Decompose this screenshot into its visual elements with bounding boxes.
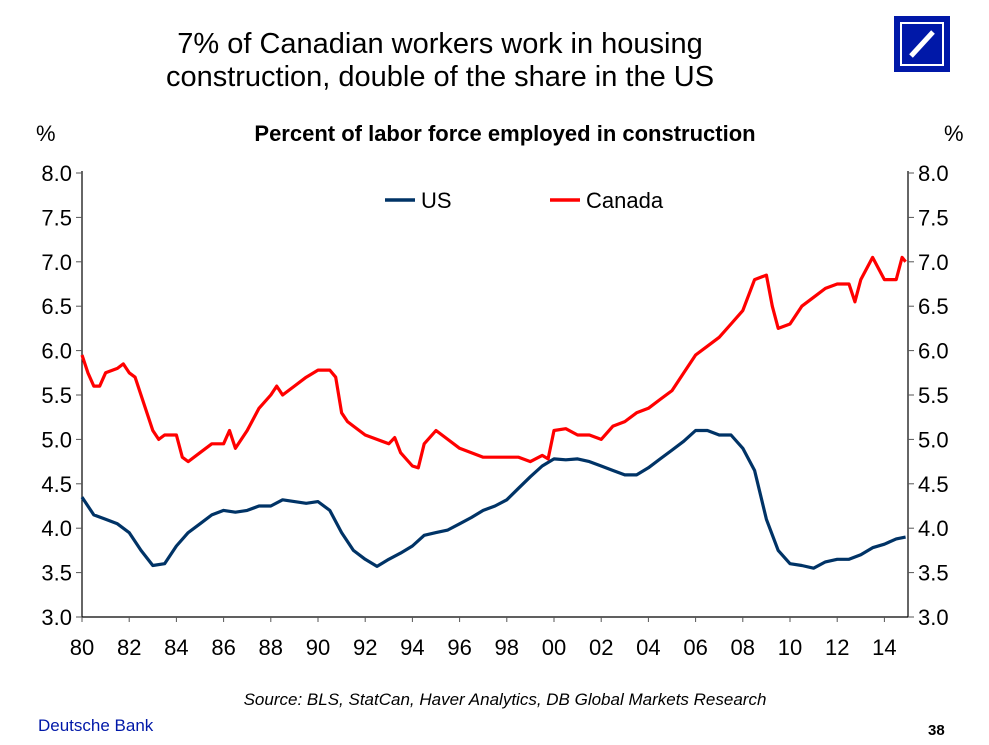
y-tick-label-right: 3.5 xyxy=(918,561,949,586)
y-tick-label-left: 4.5 xyxy=(41,472,72,497)
x-tick-label: 08 xyxy=(731,635,755,660)
x-tick-label: 82 xyxy=(117,635,141,660)
brand-name: Deutsche Bank xyxy=(38,716,154,735)
y-tick-label-left: 8.0 xyxy=(41,161,72,186)
x-tick-label: 94 xyxy=(400,635,424,660)
deutsche-bank-logo-icon xyxy=(894,16,950,72)
y-tick-label-right: 7.5 xyxy=(918,205,949,230)
x-tick-label: 80 xyxy=(70,635,94,660)
x-tick-label: 12 xyxy=(825,635,849,660)
y-tick-label-left: 5.0 xyxy=(41,427,72,452)
y-axis-label-right: % xyxy=(944,121,964,146)
series-line-canada xyxy=(80,255,907,470)
x-tick-label: 10 xyxy=(778,635,802,660)
legend-label-canada: Canada xyxy=(586,188,664,213)
y-tick-label-right: 4.5 xyxy=(918,472,949,497)
legend-label-us: US xyxy=(421,188,452,213)
x-tick-label: 04 xyxy=(636,635,660,660)
y-tick-label-left: 6.0 xyxy=(41,339,72,364)
y-tick-label-left: 7.0 xyxy=(41,250,72,275)
x-tick-label: 98 xyxy=(495,635,519,660)
chart-title: Percent of labor force employed in const… xyxy=(254,121,756,146)
x-tick-label: 96 xyxy=(447,635,471,660)
y-tick-label-right: 3.0 xyxy=(918,605,949,630)
y-axis-label-left: % xyxy=(36,121,56,146)
x-tick-label: 02 xyxy=(589,635,613,660)
x-tick-label: 84 xyxy=(164,635,188,660)
y-tick-label-left: 4.0 xyxy=(41,516,72,541)
y-tick-label-right: 5.0 xyxy=(918,427,949,452)
y-tick-label-right: 6.0 xyxy=(918,339,949,364)
y-tick-label-left: 7.5 xyxy=(41,205,72,230)
y-tick-label-right: 7.0 xyxy=(918,250,949,275)
x-tick-label: 90 xyxy=(306,635,330,660)
x-tick-label: 00 xyxy=(542,635,566,660)
x-tick-label: 88 xyxy=(259,635,283,660)
y-tick-label-left: 6.5 xyxy=(41,294,72,319)
y-tick-label-right: 4.0 xyxy=(918,516,949,541)
series-line-us xyxy=(80,428,906,570)
page-number: 38 xyxy=(928,722,945,739)
y-tick-label-right: 6.5 xyxy=(918,294,949,319)
y-tick-label-left: 3.5 xyxy=(41,561,72,586)
title-line-1: 7% of Canadian workers work in housing xyxy=(177,28,703,60)
source-note: Source: BLS, StatCan, Haver Analytics, D… xyxy=(243,690,767,709)
x-tick-label: 14 xyxy=(872,635,896,660)
title-line-2: construction, double of the share in the… xyxy=(165,61,715,93)
slide-title: 7% of Canadian workers work in housing c… xyxy=(100,28,780,94)
y-tick-label-right: 5.5 xyxy=(918,383,949,408)
y-tick-label-left: 5.5 xyxy=(41,383,72,408)
y-tick-label-right: 8.0 xyxy=(918,161,949,186)
x-tick-label: 06 xyxy=(683,635,707,660)
y-tick-label-left: 3.0 xyxy=(41,605,72,630)
x-tick-label: 86 xyxy=(211,635,235,660)
x-tick-label: 92 xyxy=(353,635,377,660)
